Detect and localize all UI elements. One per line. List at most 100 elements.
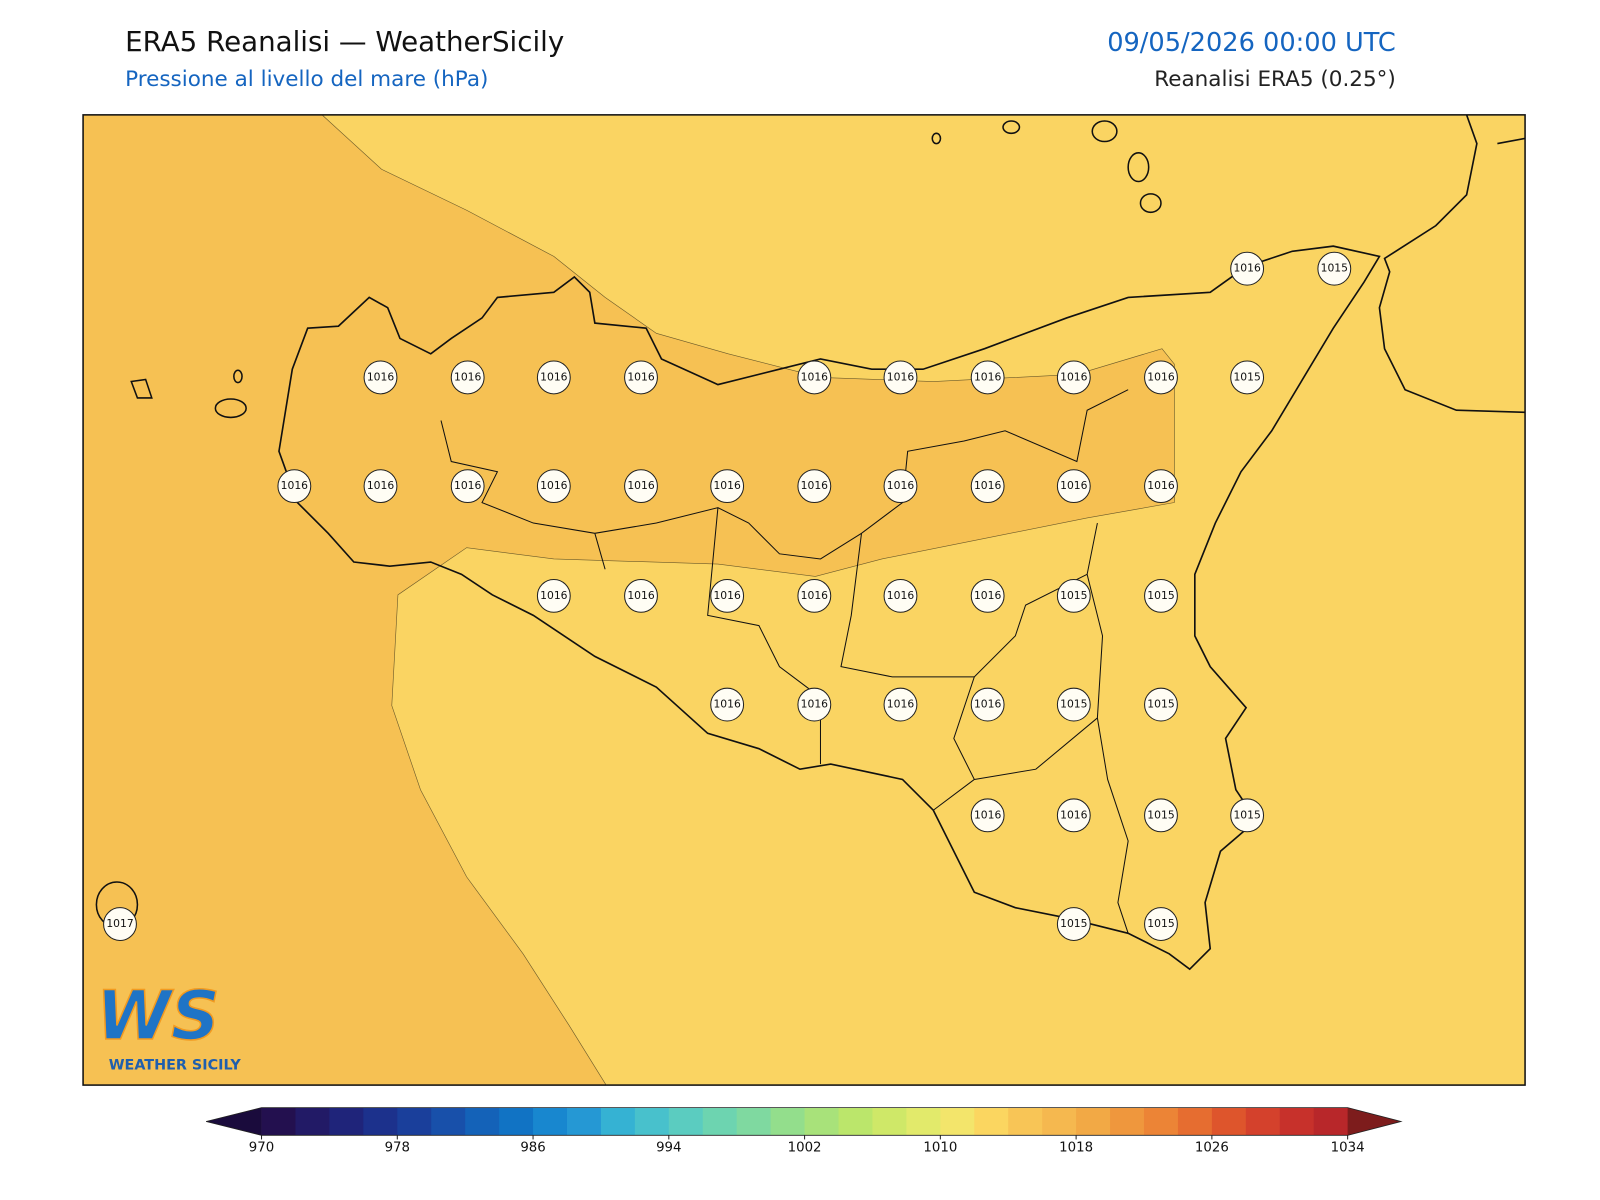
colorbar-segment — [1143, 1107, 1179, 1136]
colorbar-segment — [974, 1107, 1009, 1136]
station-marker — [624, 469, 658, 504]
colorbar-over — [1347, 1107, 1401, 1136]
station-marker — [1056, 798, 1091, 833]
colorbar-segment — [770, 1107, 806, 1136]
station-label: 1016 — [1233, 262, 1261, 275]
station-label: 1016 — [1147, 370, 1175, 383]
colorbar-segment — [1245, 1107, 1281, 1136]
station-marker — [883, 578, 918, 613]
station-label: 1016 — [1060, 808, 1088, 821]
station-marker — [970, 469, 1005, 504]
colorbar-segment — [1076, 1107, 1111, 1136]
colorbar: 970 978 986 994 1002 1010 1018 1026 1034 — [206, 1107, 1403, 1156]
colorbar-segment — [499, 1107, 534, 1136]
station-marker — [536, 578, 571, 613]
station-marker — [797, 578, 832, 613]
station-marker — [1144, 687, 1178, 722]
colorbar-segment — [804, 1107, 840, 1136]
colorbar-segment — [1042, 1107, 1077, 1136]
station-label: 1016 — [887, 698, 915, 711]
station-label: 1016 — [281, 479, 309, 492]
colorbar-segment — [1177, 1107, 1213, 1136]
station-marker — [1056, 907, 1091, 941]
station-marker — [883, 469, 918, 504]
station-label: 1016 — [367, 370, 395, 383]
station-marker — [1317, 251, 1352, 286]
station-marker — [970, 687, 1005, 722]
station-label: 1016 — [974, 698, 1002, 711]
station-marker — [710, 578, 745, 613]
station-marker — [797, 687, 832, 722]
colorbar-tick-label: 978 — [385, 1141, 410, 1156]
station-label: 1015 — [1321, 262, 1348, 275]
station-label: 1016 — [887, 589, 915, 602]
station-label: 1015 — [1147, 808, 1174, 821]
station-marker — [1144, 578, 1178, 613]
colorbar-segment — [906, 1107, 941, 1136]
colorbar-tick-label: 986 — [520, 1141, 545, 1156]
colorbar-under — [206, 1107, 262, 1136]
colorbar-segment — [600, 1107, 636, 1136]
station-label: 1016 — [713, 589, 741, 602]
title: ERA5 Reanalisi — WeatherSicily — [125, 25, 564, 58]
station-marker — [970, 360, 1005, 395]
station-marker — [970, 798, 1005, 833]
station-marker — [536, 469, 571, 504]
station-marker — [363, 469, 398, 504]
colorbar-tick-label: 1010 — [923, 1141, 957, 1156]
colorbar-segment — [1279, 1107, 1315, 1136]
colorbar-segment — [1313, 1107, 1349, 1136]
station-label: 1016 — [454, 370, 482, 383]
station-marker — [1056, 687, 1091, 722]
subtitle: Pressione al livello del mare (hPa) — [125, 67, 488, 92]
colorbar-segment — [1110, 1107, 1145, 1136]
station-label: 1016 — [713, 698, 741, 711]
colorbar-tick-label: 1002 — [788, 1141, 822, 1156]
station-label: 1015 — [1147, 917, 1174, 930]
colorbar-tick-label: 1018 — [1059, 1141, 1093, 1156]
station-marker — [1144, 798, 1178, 833]
station-label: 1016 — [627, 589, 655, 602]
station-marker — [536, 360, 571, 395]
logo: WS WEATHER SICILY — [96, 975, 242, 1073]
colorbar-segment — [940, 1107, 975, 1136]
station-marker — [624, 578, 658, 613]
station-marker — [1144, 907, 1178, 941]
station-marker — [1144, 469, 1178, 504]
colorbar-segment — [702, 1107, 738, 1136]
station-label: 1016 — [1147, 479, 1175, 492]
calabria-coast — [1378, 114, 1526, 414]
colorbar-segment — [1008, 1107, 1043, 1136]
sicily-coast — [278, 245, 1381, 971]
station-label: 1015 — [1060, 917, 1087, 930]
station-marker — [883, 687, 918, 722]
source: Reanalisi ERA5 (0.25°) — [1154, 67, 1396, 92]
station-marker — [1056, 469, 1091, 504]
colorbar-segment — [668, 1107, 704, 1136]
colorbar-segment — [872, 1107, 907, 1136]
station-label: 1016 — [540, 370, 568, 383]
station-label: 1016 — [540, 589, 568, 602]
province-borders — [440, 389, 1129, 934]
station-label: 1015 — [1147, 698, 1174, 711]
colorbar-segment — [1211, 1107, 1247, 1136]
colorbar-segment — [736, 1107, 772, 1136]
station-label: 1016 — [801, 589, 829, 602]
station-label: 1016 — [627, 479, 655, 492]
station-marker — [1230, 360, 1265, 395]
station-label: 1016 — [974, 589, 1002, 602]
colorbar-tick-label: 994 — [656, 1141, 681, 1156]
station-marker — [363, 360, 398, 395]
colorbar-tick-label: 1026 — [1195, 1141, 1229, 1156]
station-label: 1015 — [1233, 808, 1260, 821]
station-label: 1016 — [974, 808, 1002, 821]
station-label: 1017 — [106, 917, 133, 930]
station-marker — [710, 687, 745, 722]
station-label: 1016 — [887, 370, 915, 383]
station-label: 1015 — [1060, 698, 1087, 711]
station-label: 1016 — [627, 370, 655, 383]
colorbar-tick-label: 1034 — [1331, 1141, 1365, 1156]
station-marker — [1056, 578, 1091, 613]
station-label: 1016 — [887, 479, 915, 492]
